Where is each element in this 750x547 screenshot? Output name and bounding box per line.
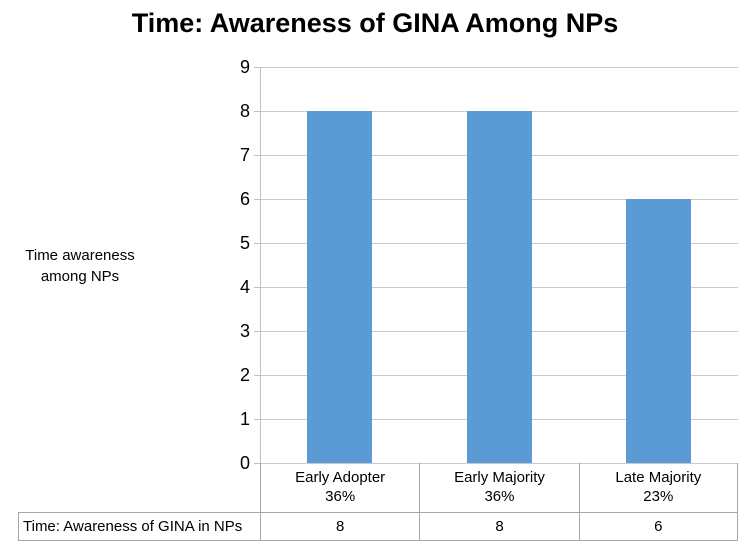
chart-title: Time: Awareness of GINA Among NPs [131,8,619,38]
y-axis-tick [254,111,260,112]
y-axis-tick-label: 3 [239,321,250,341]
bar-early-majority [466,111,532,463]
y-axis-tick-label: 0 [239,453,250,473]
y-gridline [260,463,738,464]
bar-late-majority [625,199,691,463]
y-gridline [260,67,738,68]
y-axis-tick-label: 7 [239,145,250,165]
category-cell: Late Majority 23% [578,463,738,512]
table-value-cell: 6 [578,512,738,541]
y-axis-tick [254,155,260,156]
y-axis-tick [254,375,260,376]
table-value-cell: 8 [260,512,420,541]
y-axis-tick [254,287,260,288]
y-axis-tick-label: 8 [239,101,250,121]
category-label: Late Majority [615,469,702,486]
category-percentage: 36% [325,488,356,505]
y-axis-tick [254,331,260,332]
y-axis-title: Time awareness among NPs [25,247,135,285]
category-percentage: 36% [484,488,515,505]
category-label: Early Majority [454,469,545,486]
bar-early-adopter [307,111,373,463]
y-axis-line [260,67,261,463]
category-cell: Early Adopter 36% [260,463,419,512]
category-label: Early Adopter [295,469,386,486]
y-axis-tick [254,463,260,464]
y-axis-tick-label: 1 [239,409,250,429]
table-value-cell: 8 [419,512,579,541]
y-axis-tick [254,243,260,244]
category-cell: Early Majority 36% [419,463,578,512]
y-axis-tick-label: 9 [239,57,250,77]
y-axis-tick [254,67,260,68]
y-axis-tick-label: 2 [239,365,250,385]
y-axis-tick [254,419,260,420]
table-row-header: Time: Awareness of GINA in NPs [18,512,260,541]
y-axis-tick-label: 6 [239,189,250,209]
y-axis-tick-label: 4 [239,277,250,297]
y-axis-tick [254,199,260,200]
y-axis-tick-label: 5 [239,233,250,253]
category-percentage: 23% [643,488,674,505]
